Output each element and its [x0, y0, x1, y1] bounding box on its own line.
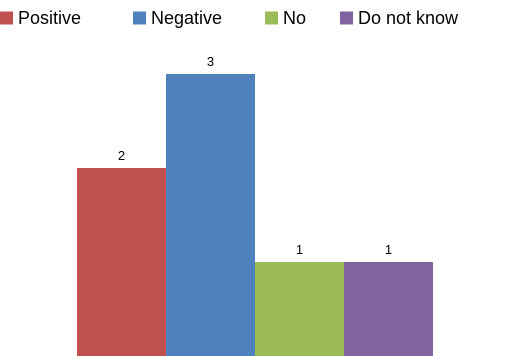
data-label-negative: 3 — [207, 54, 214, 69]
bar-positive — [77, 168, 166, 356]
legend-label-negative: Negative — [151, 8, 222, 28]
data-label-positive: 2 — [118, 148, 125, 163]
legend-swatch-no — [265, 11, 278, 25]
data-label-no: 1 — [296, 242, 303, 257]
bar-no — [255, 262, 344, 356]
chart-legend: Positive Negative No Do not know — [0, 8, 459, 28]
legend-label-positive: Positive — [18, 8, 81, 28]
legend-label-no: No — [283, 8, 306, 28]
bar-do-not-know — [344, 262, 433, 356]
bar-negative — [166, 74, 255, 356]
legend-swatch-do-not-know — [340, 11, 353, 25]
legend-swatch-negative — [133, 11, 146, 25]
legend-swatch-positive — [0, 11, 13, 25]
data-label-do-not-know: 1 — [385, 242, 392, 257]
legend-label-do-not-know: Do not know — [358, 8, 459, 28]
plot-area: 2 3 1 1 — [77, 54, 433, 356]
